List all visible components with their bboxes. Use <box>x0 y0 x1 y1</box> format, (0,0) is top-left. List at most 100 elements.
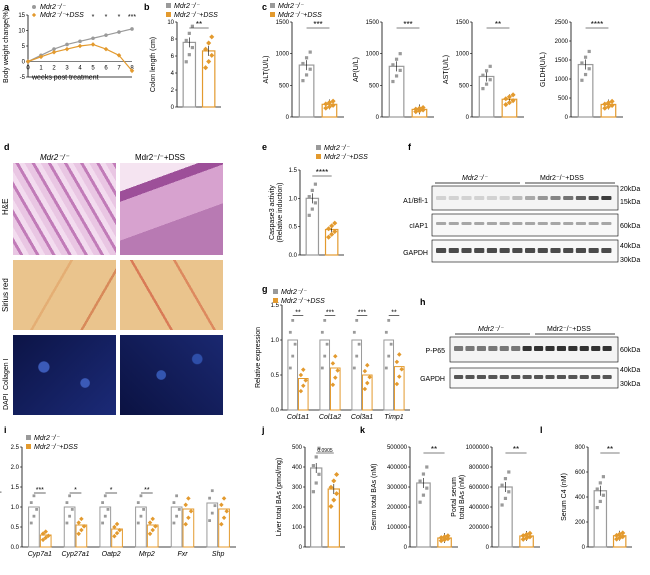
point-ctrl <box>352 330 356 334</box>
point-dss <box>394 359 400 365</box>
point-ctrl <box>187 53 191 57</box>
y-tick-label: 10 <box>18 29 25 35</box>
band <box>454 346 464 351</box>
point-ctrl <box>78 39 82 44</box>
chart-c4: 0 500 1000 1500 2000 2500 GLDH(U/L) **** <box>540 20 623 121</box>
y-tick-label: 6 <box>171 54 175 60</box>
f-bands <box>436 196 612 253</box>
point-ctrl <box>310 188 314 192</box>
point-ctrl <box>320 366 324 370</box>
point-ctrl <box>418 479 422 483</box>
band <box>556 346 566 351</box>
point-ctrl <box>208 496 212 500</box>
point-ctrl <box>488 64 492 68</box>
y-tick-label: 1.5 <box>289 168 298 174</box>
band <box>486 222 498 225</box>
d-row-he: H&E <box>1 199 10 215</box>
band <box>461 222 472 225</box>
panel-letter-f: f <box>408 142 412 152</box>
point-dss <box>114 530 120 536</box>
point-ctrl <box>52 47 56 51</box>
y-tick-label: 300000 <box>387 485 408 491</box>
band <box>588 196 599 200</box>
x-tick-label: Timp1 <box>384 414 403 421</box>
point-dss <box>328 484 334 490</box>
point-ctrl <box>293 342 297 346</box>
chart-c1: 0 500 1000 1500 ALT(U/L) *** <box>263 20 344 121</box>
f-kda-3: 60kDa <box>620 223 640 230</box>
y-tick-label: 500 <box>558 96 569 102</box>
point-dss <box>186 515 191 521</box>
bar-dss <box>361 374 373 411</box>
point-ctrl <box>139 494 143 498</box>
band <box>563 222 574 225</box>
legend-label-ctrl-g: Mdr2⁻/⁻ <box>281 289 308 296</box>
point-ctrl <box>481 73 485 77</box>
d-row-collagen: Collagen I <box>3 358 10 390</box>
x-tick-label: 8 <box>130 66 134 72</box>
point-ctrl <box>313 182 317 186</box>
chart-g: 0.0 0.5 1.0 1.5 Relative expression Col1a1 ** C… <box>255 303 410 421</box>
bar-ctrl <box>319 339 331 411</box>
point-dss <box>365 380 370 386</box>
bar-ctrl <box>310 467 323 548</box>
legend-label-ctrl-c: Mdr2⁻/⁻ <box>278 3 305 10</box>
point-ctrl <box>601 475 605 479</box>
sig-label: *** <box>403 20 412 29</box>
point-ctrl <box>583 72 588 77</box>
point-dss <box>183 521 188 527</box>
x-tick-label: 2 <box>52 66 56 72</box>
point-ctrl <box>580 61 584 65</box>
point-dss <box>445 533 451 539</box>
y-axis-label: Serum total BAs (nM) <box>371 464 378 531</box>
point-dss <box>186 496 191 501</box>
point-dss <box>79 527 84 533</box>
point-ctrl <box>190 24 194 28</box>
point-ctrl <box>398 68 402 72</box>
y-axis-label: Serum C4 (nM) <box>561 473 568 521</box>
bar-dss <box>111 528 123 548</box>
point-dss <box>90 42 96 47</box>
band <box>575 222 587 225</box>
blot-h: Mdr2⁻/⁻ Mdr2⁻/⁻+DSS P-P65 GAPDH 60kDa 40… <box>420 326 640 389</box>
y-tick-label: 0 <box>486 545 490 551</box>
y-tick-label: 2.0 <box>11 465 20 471</box>
bar-ctrl <box>498 486 513 548</box>
y-axis-label: Portal serum <box>451 477 458 517</box>
point-ctrl <box>391 63 395 67</box>
point-ctrl <box>308 67 312 71</box>
band <box>511 346 521 351</box>
f-kda-1: 20kDa <box>620 186 640 193</box>
point-ctrl <box>101 521 105 525</box>
point-ctrl <box>421 493 426 497</box>
point-ctrl <box>307 213 311 217</box>
band <box>588 248 599 253</box>
point-ctrl <box>103 494 107 498</box>
sig-label: ** <box>391 310 397 317</box>
y-tick-label: 1000 <box>456 52 470 58</box>
f-kda-4: 40kDa <box>620 243 640 250</box>
point-dss <box>394 381 400 387</box>
band <box>550 196 561 200</box>
point-ctrl <box>210 511 214 515</box>
band <box>525 248 536 253</box>
y-axis-label: GLDH(U/L) <box>540 52 547 87</box>
point-ctrl <box>580 78 584 82</box>
y-axis-label: ALT(U/L) <box>263 56 270 84</box>
sig-label: * <box>118 14 121 21</box>
sirius-ctrl-image <box>13 260 116 330</box>
point-dss <box>147 531 153 537</box>
y-tick-label: 400000 <box>469 505 490 511</box>
legend-label-dss: Mdr2⁻/⁻+DSS <box>40 12 84 19</box>
point-ctrl <box>65 521 69 525</box>
band <box>588 222 599 225</box>
point-ctrl <box>317 472 321 476</box>
band <box>602 346 612 351</box>
band <box>499 346 509 351</box>
point-dss <box>150 516 155 522</box>
sirius-dss-image <box>120 260 223 330</box>
x-tick-label: Col1a2 <box>319 414 341 421</box>
point-dss <box>333 353 338 359</box>
point-dss <box>330 361 336 366</box>
bar-ctrl <box>287 339 299 411</box>
